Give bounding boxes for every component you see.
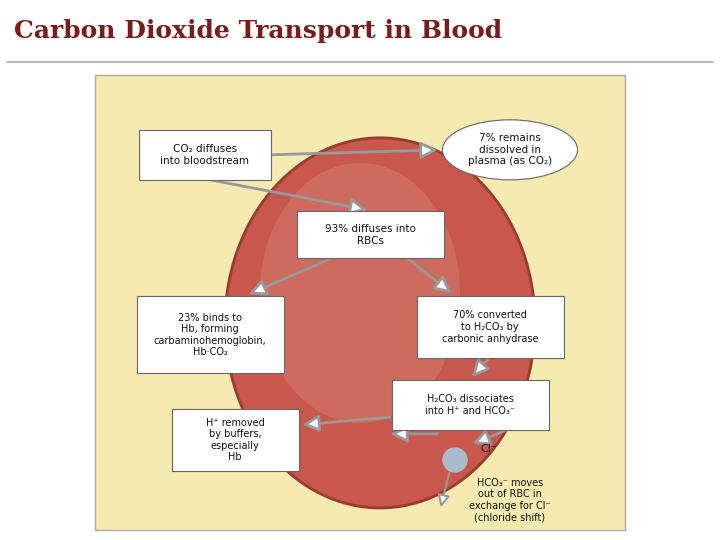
FancyBboxPatch shape	[392, 380, 549, 430]
Ellipse shape	[260, 163, 460, 423]
FancyBboxPatch shape	[297, 211, 444, 258]
Ellipse shape	[443, 120, 577, 180]
FancyBboxPatch shape	[416, 296, 564, 358]
Circle shape	[443, 448, 467, 472]
Text: H⁺ removed
by buffers,
especially
Hb: H⁺ removed by buffers, especially Hb	[206, 417, 264, 462]
FancyBboxPatch shape	[139, 130, 271, 180]
Text: 70% converted
to H₂CO₃ by
carbonic anhydrase: 70% converted to H₂CO₃ by carbonic anhyd…	[442, 310, 539, 343]
Text: 93% diffuses into
RBCs: 93% diffuses into RBCs	[325, 224, 415, 246]
FancyBboxPatch shape	[171, 409, 299, 471]
Text: Carbon Dioxide Transport in Blood: Carbon Dioxide Transport in Blood	[14, 19, 503, 43]
Text: Cl⁻: Cl⁻	[480, 444, 497, 454]
Text: H₂CO₃ dissociates
into H⁺ and HCO₃⁻: H₂CO₃ dissociates into H⁺ and HCO₃⁻	[425, 394, 515, 416]
Text: HCO₃⁻ moves
out of RBC in
exchange for Cl⁻
(chloride shift): HCO₃⁻ moves out of RBC in exchange for C…	[469, 477, 551, 522]
FancyBboxPatch shape	[137, 296, 284, 374]
FancyBboxPatch shape	[95, 75, 625, 530]
Text: 7% remains
dissolved in
plasma (as CO₂): 7% remains dissolved in plasma (as CO₂)	[468, 133, 552, 166]
Text: CO₂ diffuses
into bloodstream: CO₂ diffuses into bloodstream	[161, 144, 250, 166]
Ellipse shape	[225, 138, 535, 508]
Text: 23% binds to
Hb, forming
carbaminohemoglobin,
Hb·CO₂: 23% binds to Hb, forming carbaminohemogl…	[153, 313, 266, 357]
